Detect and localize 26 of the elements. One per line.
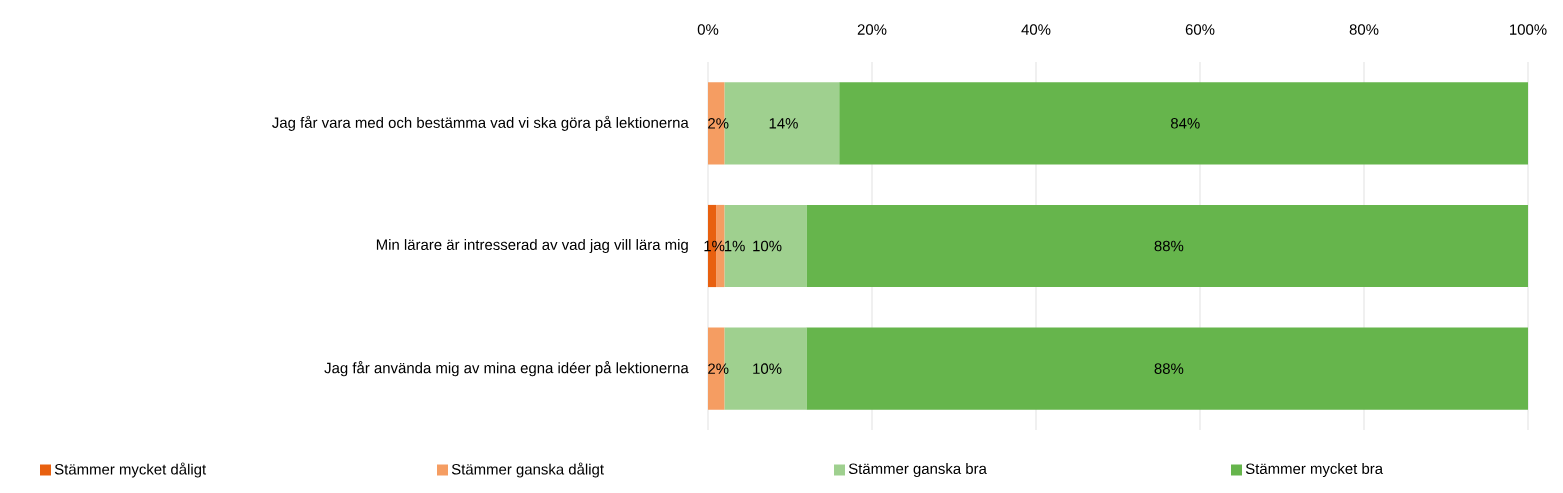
data-label: 14%	[769, 118, 798, 129]
legend-label: Stämmer mycket dåligt	[54, 462, 207, 478]
data-label: 1%	[724, 240, 745, 252]
x-tick-label: 40%	[1021, 24, 1051, 35]
x-tick-label: 20%	[857, 24, 887, 35]
x-tick-label: 80%	[1349, 24, 1379, 35]
x-tick-label: 60%	[1185, 24, 1215, 35]
data-label: 84%	[1170, 118, 1200, 129]
bar	[839, 82, 1529, 165]
x-tick-label: 0%	[697, 24, 719, 35]
data-label: 2%	[708, 363, 729, 374]
data-label: 10%	[753, 240, 782, 252]
bar	[806, 204, 1529, 288]
y-tick-label: Min lärare är intresserad av vad jag vill lära mig	[376, 239, 688, 253]
bar	[806, 327, 1529, 410]
bar	[724, 204, 807, 288]
data-label: 10%	[753, 363, 782, 374]
legend-label: Stämmer ganska bra	[848, 463, 987, 477]
legend-label: Stämmer ganska dåligt	[451, 462, 604, 478]
data-label: 88%	[1154, 240, 1184, 252]
legend-label: Stämmer mycket bra	[1245, 463, 1384, 477]
data-label: 2%	[708, 118, 729, 129]
data-label: 88%	[1154, 363, 1184, 374]
y-tick-label: Jag får vara med och bestämma vad vi ska göra på lektionerna	[272, 115, 689, 131]
x-tick-label: 100%	[1510, 24, 1547, 35]
y-tick-label: Jag får använda mig av mina egna idéer på lektionerna	[324, 361, 689, 377]
